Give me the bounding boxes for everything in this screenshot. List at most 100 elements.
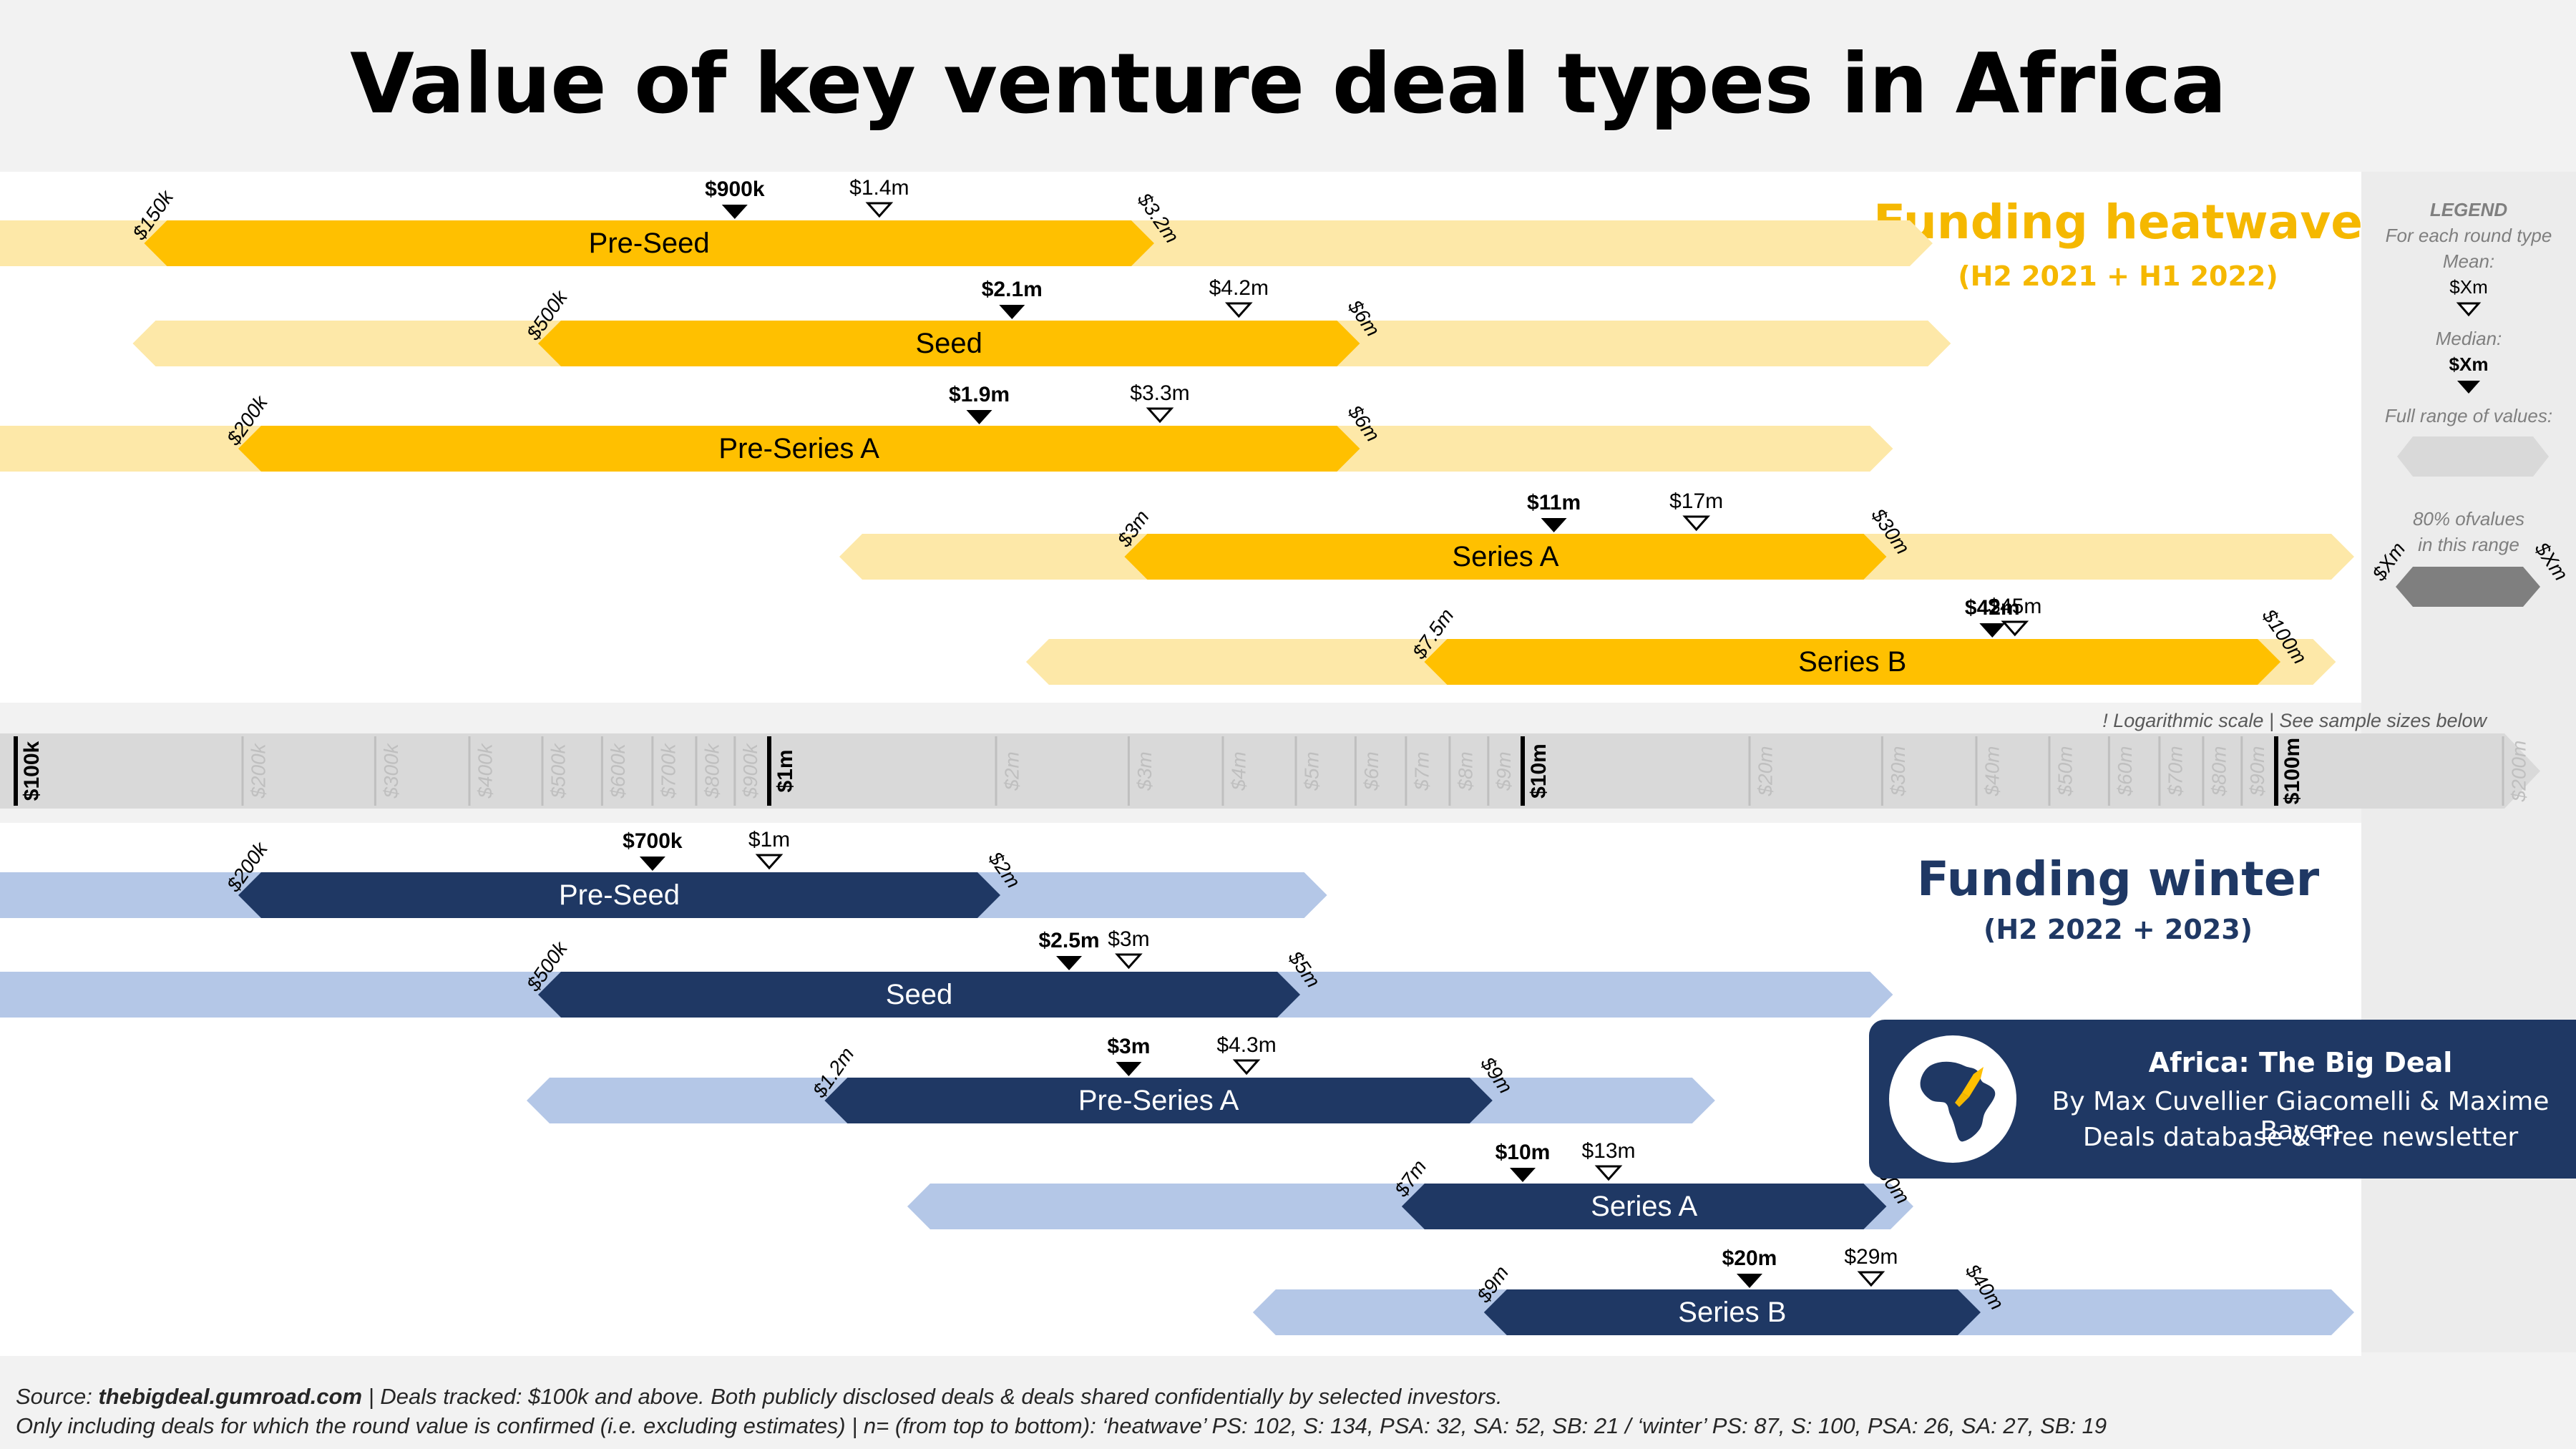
rocket-icon — [1962, 1067, 1984, 1097]
axis-tick-label-1: $200k — [247, 742, 269, 799]
legend-eighty-label: 80% ofvalues — [2412, 508, 2525, 530]
axis-tick-label-6: $700k — [657, 742, 679, 799]
winter-series-a-range-80 — [1401, 1184, 1887, 1229]
heatwave-series-b-label: Series B — [1798, 646, 1906, 678]
legend-mean-marker — [2456, 302, 2482, 317]
heatwave-subtitle: (H2 2021 + H1 2022) — [1958, 260, 2278, 292]
winter-series-b-mean-label: $29m — [1844, 1245, 1898, 1269]
legend-full-range-label: Full range of values: — [2384, 405, 2553, 426]
legend-eighty-swatch — [2396, 567, 2540, 607]
axis-tick-label-2: $300k — [380, 742, 402, 799]
axis-tick-label-10: $2m — [1000, 751, 1023, 791]
axis-tick-label-13: $5m — [1300, 751, 1322, 791]
axis-tick-label-8: $900k — [739, 742, 761, 799]
heatwave-series-a-median-label: $11m — [1527, 491, 1581, 514]
axis-tick-label-17: $9m — [1493, 751, 1515, 791]
winter-pre-series-a-mean-marker — [1232, 1059, 1261, 1075]
axis-tick-label-5: $600k — [607, 742, 629, 799]
heatwave-pre-seed-mean-label: $1.4m — [849, 176, 909, 200]
winter-seed-median-label: $2.5m — [1038, 929, 1099, 952]
heatwave-pre-series-a-mean-marker — [1146, 407, 1174, 424]
winter-pre-seed-label: Pre-Seed — [559, 879, 680, 911]
winter-title: Funding winter — [1916, 852, 2320, 907]
winter-series-a-mean-label: $13m — [1581, 1139, 1635, 1163]
heatwave-pre-seed-median-label: $900k — [705, 177, 765, 201]
chart-title: Value of key venture deal types in Afric… — [350, 36, 2227, 132]
axis-tick-label-20: $30m — [1887, 746, 1909, 796]
axis-band — [0, 733, 2540, 809]
heatwave-series-a-mean-marker — [1682, 515, 1711, 532]
winter-series-b-median-marker — [1736, 1274, 1762, 1288]
heatwave-seed-mean-label: $4.2m — [1209, 276, 1269, 300]
heatwave-pre-series-a-label: Pre-Series A — [718, 433, 879, 464]
winter-series-b-median-label: $20m — [1722, 1246, 1777, 1270]
heatwave-series-a-label: Series A — [1452, 541, 1558, 572]
africa-rocket-logo — [1889, 1035, 2016, 1163]
axis-tick-label-14: $6m — [1360, 751, 1382, 791]
brand-authors: By Max Cuvellier Giacomelli & Maxime Bay… — [2051, 1087, 2550, 1146]
winter-seed-range-80 — [538, 972, 1301, 1018]
legend-mean-value: $Xm — [2449, 276, 2488, 298]
axis-tick-label-27: $100m — [2280, 738, 2304, 804]
axis-tick-label-3: $400k — [474, 742, 496, 799]
brand-title: Africa: The Big Deal — [2148, 1047, 2453, 1078]
legend-median-label: Median: — [2435, 328, 2502, 349]
axis-tick-label-22: $50m — [2054, 746, 2076, 796]
winter-series-b-range-80 — [1483, 1289, 1981, 1335]
axis-tick-label-28: $200m — [2507, 741, 2529, 803]
heatwave-series-a-mean-label: $17m — [1669, 489, 1723, 513]
axis-tick-label-9: $1m — [774, 749, 797, 792]
axis-tick-label-15: $7m — [1410, 751, 1433, 791]
legend-mean-label: Mean: — [2442, 250, 2495, 272]
heatwave-seed-median-label: $2.1m — [982, 278, 1043, 301]
winter-seed-mean-marker — [1115, 953, 1143, 970]
axis-tick-label-23: $60m — [2114, 746, 2136, 796]
axis-tick-label-11: $3m — [1133, 751, 1156, 791]
heatwave-series-b-mean-label: $45m — [1988, 595, 2041, 618]
heatwave-series-b-mean-marker — [2001, 620, 2029, 637]
brand-box[interactable]: Africa: The Big Deal By Max Cuvellier Gi… — [1869, 1020, 2576, 1179]
winter-pre-seed-mean-label: $1m — [748, 828, 790, 852]
legend-full-range-swatch — [2397, 436, 2549, 477]
heatwave-title: Funding heatwave — [1873, 195, 2363, 250]
axis-tick-label-18: $10m — [1527, 743, 1551, 799]
heatwave-pre-seed-median-marker — [721, 205, 748, 219]
winter-pre-seed-mean-marker — [755, 854, 784, 870]
axis-tick-label-21: $40m — [1981, 746, 2003, 796]
heatwave-pre-seed-mean-marker — [865, 202, 894, 218]
heatwave-series-b-median-label: $42m — [1965, 596, 2020, 620]
legend-for-each: For each round type — [2385, 225, 2552, 246]
winter-seed-label: Seed — [886, 979, 952, 1010]
heatwave-series-a-median-marker — [1541, 518, 1567, 532]
footer-source-link[interactable]: thebigdeal.gumroad.com — [98, 1384, 363, 1409]
heatwave-series-a-range-80 — [1124, 534, 1887, 580]
winter-series-a-median-marker — [1510, 1168, 1536, 1182]
winter-subtitle: (H2 2022 + 2023) — [1983, 914, 2253, 945]
rocket-flame-icon — [1955, 1093, 1969, 1107]
heatwave-pre-series-a-median-marker — [966, 410, 992, 424]
legend-heading: LEGEND — [2429, 199, 2508, 220]
legend-swatches: $Xm $Xm — [2367, 302, 2572, 607]
axis-tick-label-16: $8m — [1454, 751, 1476, 791]
heatwave-series-b-range-80 — [1424, 639, 2280, 685]
winter-pre-series-a-median-marker — [1116, 1062, 1142, 1076]
legend-median-marker — [2457, 381, 2480, 394]
winter-seed-median-marker — [1056, 956, 1083, 970]
winter-series-b-label: Series B — [1678, 1297, 1786, 1328]
winter-pre-seed-range-80 — [238, 872, 1000, 918]
heatwave-seed-mean-marker — [1224, 302, 1253, 318]
heatwave-seed-median-marker — [999, 305, 1025, 319]
winter-seed-mean-label: $3m — [1108, 927, 1149, 951]
axis-tick-label-26: $90m — [2246, 746, 2268, 796]
footer-source: Source: thebigdeal.gumroad.com | Deals t… — [16, 1384, 2563, 1410]
footer-sample-sizes: Only including deals for which the round… — [16, 1413, 2107, 1438]
winter-series-b-mean-marker — [1857, 1271, 1885, 1287]
heatwave-seed-range-80 — [538, 321, 1360, 366]
heatwave-pre-series-a-median-label: $1.9m — [949, 383, 1010, 406]
legend-eighty-label2: in this range — [2418, 534, 2519, 555]
axis-tick-label-19: $20m — [1754, 746, 1776, 796]
axis-tick-label-12: $4m — [1227, 751, 1249, 791]
heatwave-seed-label: Seed — [915, 328, 982, 359]
heatwave-series-b-median-marker — [1979, 623, 2006, 638]
